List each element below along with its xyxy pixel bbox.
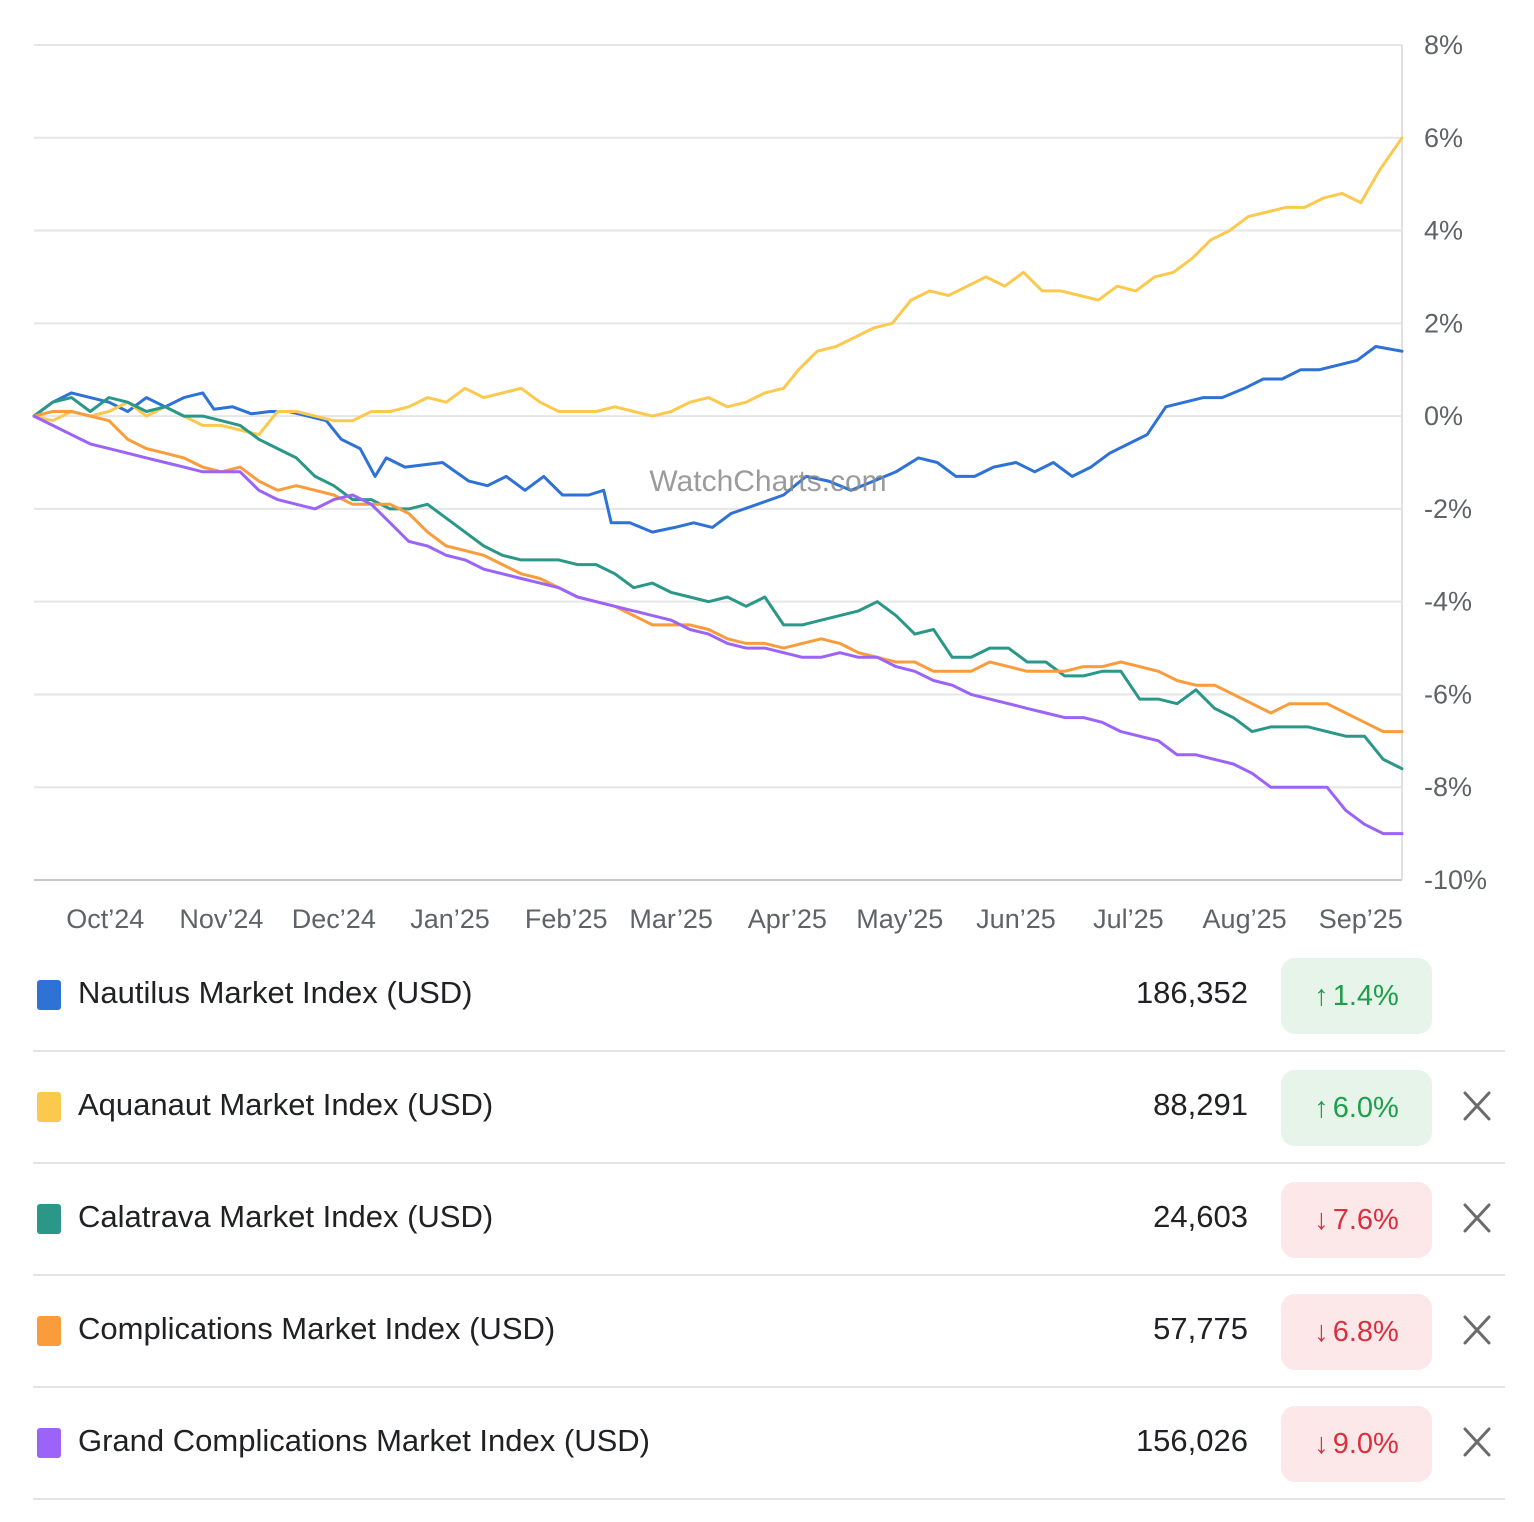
x-tick-label: Jun’25 [976, 904, 1056, 934]
y-tick-label: 0% [1424, 401, 1463, 431]
x-tick-label: Jan’25 [410, 904, 490, 934]
remove-series-button[interactable] [1461, 1196, 1493, 1242]
x-axis: Oct’24 Nov’24 Dec’24 Jan’25 Feb’25 Mar’25 Apr’… [66, 904, 1403, 934]
x-tick-label: Feb’25 [525, 904, 608, 934]
series-name: Aquanaut Market Index (USD) [78, 1087, 494, 1122]
series-name: Grand Complications Market Index (USD) [78, 1423, 650, 1458]
x-tick-label: Aug’25 [1203, 904, 1287, 934]
x-icon [1463, 1315, 1491, 1345]
legend-row: Calatrava Market Index (USD) 24,603 ↓ 7.6% [33, 1164, 1505, 1276]
x-tick-label: Mar’25 [629, 904, 713, 934]
x-icon [1463, 1091, 1491, 1121]
y-axis: 8% 6% 4% 2% 0% -2% -4% -6% -8% -10% [1424, 30, 1487, 895]
change-percent: 6.0% [1332, 1091, 1399, 1124]
grid-lines [34, 44, 1403, 881]
x-tick-label: Sep’25 [1319, 904, 1403, 934]
arrow-down-icon: ↓ [1314, 1203, 1329, 1236]
series-name: Calatrava Market Index (USD) [78, 1199, 494, 1234]
legend-row: Nautilus Market Index (USD) 186,352 ↑ 1.4% [33, 940, 1505, 1052]
arrow-up-icon: ↑ [1314, 979, 1329, 1012]
remove-series-button[interactable] [1461, 1084, 1493, 1130]
change-badge: ↑ 6.0% [1281, 1070, 1432, 1146]
legend-row: Complications Market Index (USD) 57,775 ↓ 6… [33, 1276, 1505, 1388]
legend-list: Nautilus Market Index (USD) 186,352 ↑ 1.4% A… [33, 940, 1505, 1500]
series-value: 24,603 [1153, 1199, 1248, 1234]
series-value: 88,291 [1153, 1087, 1248, 1122]
y-tick-label: 2% [1424, 308, 1463, 338]
watermark: WatchCharts.com [649, 465, 886, 498]
x-tick-label: Nov’24 [179, 904, 263, 934]
series-color-swatch [37, 980, 61, 1010]
series-name: Nautilus Market Index (USD) [78, 975, 473, 1010]
y-tick-label: 8% [1424, 30, 1463, 60]
arrow-up-icon: ↑ [1314, 1091, 1329, 1124]
series-lines [32, 136, 1404, 836]
series-value: 186,352 [1135, 975, 1248, 1010]
y-tick-label: -10% [1424, 865, 1487, 895]
series-line [32, 396, 1404, 771]
y-tick-label: -8% [1424, 772, 1472, 802]
arrow-down-icon: ↓ [1314, 1315, 1329, 1348]
legend-row: Grand Complications Market Index (USD) 15… [33, 1388, 1505, 1500]
x-tick-label: Apr’25 [748, 904, 827, 934]
series-color-swatch [37, 1204, 61, 1234]
y-tick-label: 6% [1424, 123, 1463, 153]
change-badge: ↓ 7.6% [1281, 1182, 1432, 1258]
y-tick-label: -6% [1424, 679, 1472, 709]
change-percent: 7.6% [1332, 1203, 1399, 1236]
change-badge: ↓ 6.8% [1281, 1294, 1432, 1370]
change-percent: 9.0% [1332, 1427, 1399, 1460]
series-color-swatch [37, 1092, 61, 1122]
x-icon [1463, 1427, 1491, 1457]
x-tick-label: Jul’25 [1093, 904, 1164, 934]
y-tick-label: -4% [1424, 587, 1472, 617]
arrow-down-icon: ↓ [1314, 1427, 1329, 1460]
y-tick-label: -2% [1424, 494, 1472, 524]
series-color-swatch [37, 1428, 61, 1458]
series-name: Complications Market Index (USD) [78, 1311, 556, 1346]
line-chart: 8% 6% 4% 2% 0% -2% -4% -6% -8% -10% Oct’24 Nov’24 D… [32, 30, 1487, 934]
series-value: 156,026 [1135, 1423, 1248, 1458]
x-tick-label: Dec’24 [292, 904, 376, 934]
x-icon [1463, 1203, 1491, 1233]
legend-row: Aquanaut Market Index (USD) 88,291 ↑ 6.0% [33, 1052, 1505, 1164]
y-tick-label: 4% [1424, 216, 1463, 246]
series-line [32, 414, 1404, 836]
remove-series-button[interactable] [1461, 1420, 1493, 1466]
change-percent: 1.4% [1332, 979, 1399, 1012]
series-value: 57,775 [1153, 1311, 1248, 1346]
x-tick-label: May’25 [856, 904, 943, 934]
series-line [32, 410, 1404, 734]
change-badge: ↓ 9.0% [1281, 1406, 1432, 1482]
x-tick-label: Oct’24 [66, 904, 144, 934]
remove-series-button[interactable] [1461, 1308, 1493, 1354]
series-line [32, 345, 1404, 534]
change-percent: 6.8% [1332, 1315, 1399, 1348]
change-badge: ↑ 1.4% [1281, 958, 1432, 1034]
series-line [32, 136, 1404, 437]
series-color-swatch [37, 1316, 61, 1346]
